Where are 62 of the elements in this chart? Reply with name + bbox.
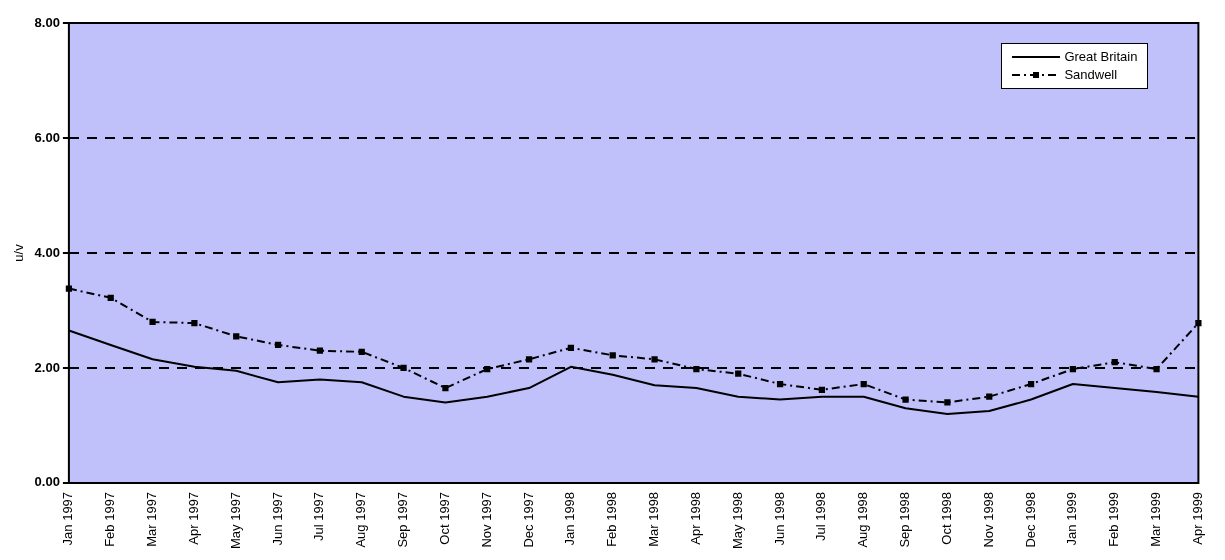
x-tick-label: Oct 1997 <box>436 491 452 545</box>
point <box>944 399 951 406</box>
point <box>233 333 240 340</box>
point <box>358 348 365 355</box>
point <box>1111 359 1118 366</box>
point <box>442 384 449 392</box>
point <box>986 393 993 400</box>
x-tick-label: Feb 1999 <box>1106 491 1122 547</box>
point <box>776 380 784 388</box>
point <box>316 347 324 354</box>
x-tick-label: Apr 1998 <box>687 491 703 545</box>
x-tick-label: Mar 1997 <box>144 491 160 547</box>
x-tick-label: Mar 1999 <box>1148 491 1164 547</box>
x-tick-label: Jul 1997 <box>311 491 327 542</box>
y-tick-label: 4.00 <box>34 244 60 260</box>
point <box>735 370 742 377</box>
x-tick-label: Apr 1999 <box>1189 491 1205 545</box>
x-tick-label: Dec 1998 <box>1022 491 1038 548</box>
point <box>484 365 491 373</box>
point <box>1069 365 1077 373</box>
point <box>860 380 867 388</box>
y-axis-title: u/v <box>11 243 27 262</box>
x-tick-label: Apr 1997 <box>185 491 201 545</box>
x-tick-label: Aug 1998 <box>855 491 871 548</box>
x-tick-label: Nov 1998 <box>980 491 996 548</box>
point <box>902 396 909 403</box>
point <box>651 356 658 363</box>
y-tick-label: 0.00 <box>34 474 60 490</box>
x-tick-label: May 1998 <box>729 491 745 549</box>
x-tick-label: Sep 1998 <box>897 491 913 548</box>
point <box>567 344 575 351</box>
point <box>191 319 198 327</box>
point <box>1153 365 1160 373</box>
point <box>107 294 114 301</box>
x-tick-label: Nov 1997 <box>478 491 494 548</box>
x-tick-label: Sep 1997 <box>395 491 411 548</box>
point <box>525 356 533 363</box>
point <box>149 318 156 326</box>
legend-label: Great Britain <box>1064 48 1138 66</box>
point <box>274 341 282 349</box>
point <box>693 365 700 373</box>
x-tick-label: Feb 1998 <box>604 491 620 547</box>
legend-label: Sandwell <box>1064 66 1118 84</box>
point <box>400 364 407 372</box>
x-tick-label: Jan 1998 <box>562 491 578 546</box>
x-tick-label: Dec 1997 <box>520 491 536 548</box>
x-tick-label: Jul 1998 <box>813 491 829 542</box>
point <box>609 352 616 359</box>
x-tick-label: Jan 1999 <box>1064 491 1080 546</box>
x-tick-label: Jun 1997 <box>269 491 285 546</box>
x-tick-label: Aug 1997 <box>353 491 369 548</box>
x-tick-label: Oct 1998 <box>938 491 954 545</box>
x-tick-label: Feb 1997 <box>102 491 118 547</box>
x-tick-label: May 1997 <box>227 491 243 549</box>
point <box>818 386 826 393</box>
point <box>1027 380 1035 388</box>
x-tick-label: Jun 1998 <box>771 491 787 546</box>
y-tick-label: 8.00 <box>34 14 60 30</box>
x-tick-label: Jan 1997 <box>60 491 76 546</box>
y-tick-label: 6.00 <box>34 129 60 145</box>
x-tick-label: Mar 1998 <box>646 491 662 547</box>
y-tick-label: 2.00 <box>34 359 60 375</box>
